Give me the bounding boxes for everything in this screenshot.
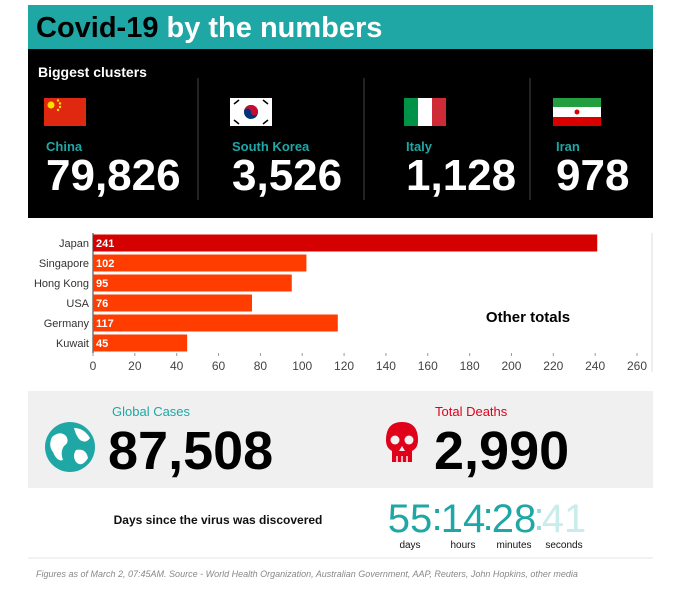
countdown-unit: hours bbox=[450, 540, 475, 551]
bar bbox=[93, 294, 253, 312]
global-cases-value: 87,508 bbox=[108, 421, 273, 481]
country-cases: 1,128 bbox=[406, 151, 516, 200]
country-name: Iran bbox=[556, 139, 580, 154]
total-deaths-label: Total Deaths bbox=[435, 404, 508, 419]
global-cases-label: Global Cases bbox=[112, 404, 191, 419]
clusters-panel bbox=[28, 49, 653, 218]
title: Covid-19 by the numbers bbox=[36, 12, 382, 44]
bar-label: 76 bbox=[96, 298, 108, 310]
country-cases: 3,526 bbox=[232, 151, 342, 200]
x-tick-label: 240 bbox=[585, 359, 605, 373]
country-cases: 79,826 bbox=[46, 151, 181, 200]
bar-label: 95 bbox=[96, 278, 108, 290]
x-tick-label: 180 bbox=[460, 359, 480, 373]
clusters-heading: Biggest clusters bbox=[38, 64, 147, 80]
countdown-separator: : bbox=[431, 495, 442, 539]
flag-korea bbox=[230, 98, 272, 126]
flag-italy bbox=[404, 98, 446, 126]
countdown-digits: 41 bbox=[542, 497, 587, 541]
bar-label: 117 bbox=[96, 318, 114, 330]
x-tick-label: 200 bbox=[501, 359, 521, 373]
total-deaths-value: 2,990 bbox=[434, 421, 569, 481]
y-tick-label: Singapore bbox=[39, 258, 89, 270]
countdown-digits: 55 bbox=[388, 497, 433, 541]
y-tick-label: Kuwait bbox=[56, 338, 89, 350]
title-dark: Covid-19 bbox=[36, 12, 158, 44]
countdown-separator: : bbox=[482, 495, 493, 539]
bar bbox=[93, 314, 338, 332]
bar bbox=[93, 334, 188, 352]
x-tick-label: 120 bbox=[334, 359, 354, 373]
x-tick-label: 220 bbox=[543, 359, 563, 373]
bar-label: 45 bbox=[96, 338, 108, 350]
countdown-digits: 14 bbox=[441, 497, 486, 541]
x-tick-label: 40 bbox=[170, 359, 184, 373]
y-tick-label: Japan bbox=[59, 238, 89, 250]
header-bar bbox=[28, 5, 653, 49]
stats-panel bbox=[28, 391, 653, 488]
countdown-digits: 28 bbox=[492, 497, 537, 541]
title-light: by the numbers bbox=[166, 12, 382, 44]
country-name: China bbox=[46, 139, 83, 154]
flag-iran bbox=[553, 98, 601, 126]
y-tick-label: USA bbox=[66, 298, 89, 310]
countdown-caption: Days since the virus was discovered bbox=[114, 513, 323, 527]
bar bbox=[93, 234, 598, 252]
x-tick-label: 140 bbox=[376, 359, 396, 373]
x-tick-label: 20 bbox=[128, 359, 142, 373]
bar-label: 241 bbox=[96, 238, 114, 250]
country-cases: 978 bbox=[556, 151, 629, 200]
x-tick-label: 100 bbox=[292, 359, 312, 373]
x-tick-label: 60 bbox=[212, 359, 226, 373]
flag-china bbox=[44, 98, 86, 126]
globe-icon bbox=[45, 422, 95, 472]
x-tick-label: 80 bbox=[254, 359, 268, 373]
bar bbox=[93, 254, 307, 272]
bar bbox=[93, 274, 292, 292]
bar-label: 102 bbox=[96, 258, 114, 270]
footer-note: Figures as of March 2, 07:45AM. Source -… bbox=[36, 569, 578, 579]
countdown-unit: days bbox=[399, 540, 420, 551]
y-tick-label: Hong Kong bbox=[34, 278, 89, 290]
chart-annotation: Other totals bbox=[486, 309, 570, 326]
countdown-unit: seconds bbox=[545, 540, 582, 551]
bar-chart: Other totals 0 20 40 60 80 100 120 140 160 180 200… bbox=[34, 233, 653, 373]
country-name: South Korea bbox=[232, 139, 310, 154]
x-tick-label: 260 bbox=[627, 359, 647, 373]
countdown-unit: minutes bbox=[496, 540, 531, 551]
x-tick-label: 0 bbox=[90, 359, 97, 373]
y-tick-label: Germany bbox=[44, 318, 90, 330]
x-tick-label: 160 bbox=[418, 359, 438, 373]
countdown-separator: : bbox=[533, 495, 544, 539]
skull-icon bbox=[386, 422, 418, 462]
country-name: Italy bbox=[406, 139, 433, 154]
